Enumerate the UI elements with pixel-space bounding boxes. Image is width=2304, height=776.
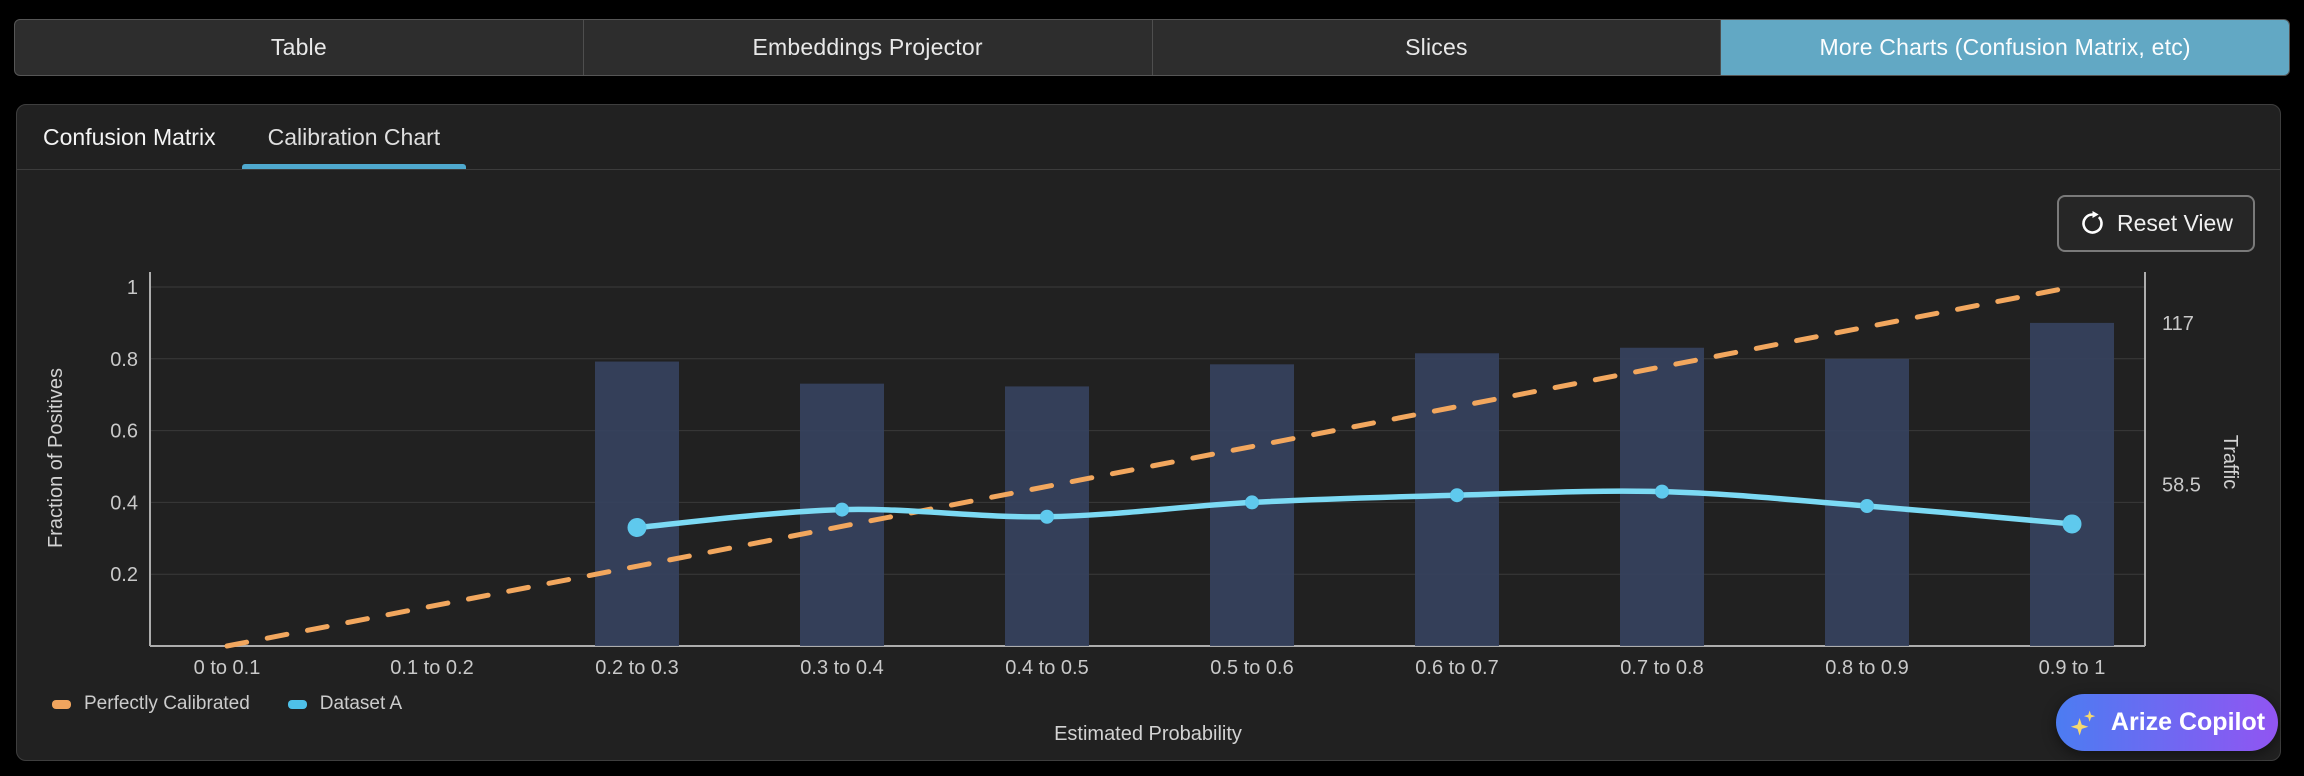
dataset-a-line — [634, 488, 2075, 531]
y-axis-tick-label: 0.2 — [110, 564, 138, 586]
dataset-a-marker — [627, 518, 647, 538]
dataset-a-marker — [1040, 509, 1054, 524]
x-axis-category-label: 0.8 to 0.9 — [1825, 657, 1908, 679]
x-axis-category-label: 0.7 to 0.8 — [1620, 657, 1703, 679]
y-axis-tick-label: 0.6 — [110, 421, 138, 443]
legend-label: Perfectly Calibrated — [84, 693, 250, 714]
x-axis-category-label: 0.2 to 0.3 — [595, 657, 678, 679]
sparkles-icon — [2070, 710, 2096, 735]
legend-item-dataset-a[interactable]: Dataset A — [287, 693, 403, 715]
traffic-bar — [595, 361, 679, 646]
top-tab-bar: Table Embeddings Projector Slices More C… — [14, 19, 2290, 76]
arize-copilot-button[interactable]: Arize Copilot — [2056, 694, 2278, 751]
traffic-bar — [2030, 322, 2114, 646]
perfectly-calibrated-line — [224, 284, 2075, 649]
refresh-icon — [2082, 211, 2103, 234]
subtab-calibration-chart[interactable]: Calibration Chart — [241, 105, 467, 169]
tab-slices[interactable]: Slices — [1153, 20, 1722, 75]
dataset-a-marker — [1245, 495, 1259, 510]
dataset-a-swatch — [287, 699, 307, 709]
x-axis-category-label: 0.3 to 0.4 — [800, 657, 883, 679]
dataset-a-marker — [1860, 498, 1874, 513]
legend-item-perfectly-calibrated[interactable]: Perfectly Calibrated — [52, 693, 250, 715]
y-axis-tick-label: 1 — [127, 277, 138, 299]
right-axis-tick-label: 58.5 — [2162, 474, 2201, 496]
y-axis-title: Fraction of Positives — [45, 368, 67, 548]
x-axis-category-label: 0.6 to 0.7 — [1415, 657, 1498, 679]
x-axis-category-label: 0.4 to 0.5 — [1005, 657, 1088, 679]
x-axis-category-label: 0.9 to 1 — [2039, 657, 2106, 679]
tab-more-charts[interactable]: More Charts (Confusion Matrix, etc) — [1721, 20, 2289, 75]
tab-table[interactable]: Table — [15, 20, 584, 75]
perfectly-calibrated-swatch — [52, 699, 71, 709]
subtab-confusion-matrix[interactable]: Confusion Matrix — [43, 123, 216, 150]
y-axis-tick-label: 0.8 — [110, 349, 138, 371]
chart-subtab-bar: Confusion Matrix Calibration Chart — [17, 105, 2280, 170]
right-axis-title: Traffic — [2219, 435, 2241, 489]
legend-label: Dataset A — [319, 693, 403, 714]
dataset-a-marker — [2062, 514, 2082, 534]
reset-view-button[interactable]: Reset View — [2057, 195, 2255, 252]
right-axis-tick-label: 117 — [2162, 313, 2194, 335]
chart-legend: Perfectly Calibrated Dataset A — [52, 691, 402, 717]
x-axis-title: Estimated Probability — [1054, 723, 1242, 745]
dataset-a-marker — [835, 502, 849, 517]
y-axis-tick-label: 0.4 — [110, 492, 138, 514]
tab-embeddings-projector[interactable]: Embeddings Projector — [584, 20, 1153, 75]
x-axis-category-label: 0.5 to 0.6 — [1210, 657, 1293, 679]
dataset-a-marker — [1655, 484, 1669, 499]
x-axis-category-label: 0 to 0.1 — [194, 657, 261, 679]
reset-view-label: Reset View — [2117, 210, 2233, 236]
dataset-a-marker — [1450, 488, 1464, 503]
x-axis-category-label: 0.1 to 0.2 — [390, 657, 473, 679]
arize-copilot-label: Arize Copilot — [2110, 708, 2266, 736]
